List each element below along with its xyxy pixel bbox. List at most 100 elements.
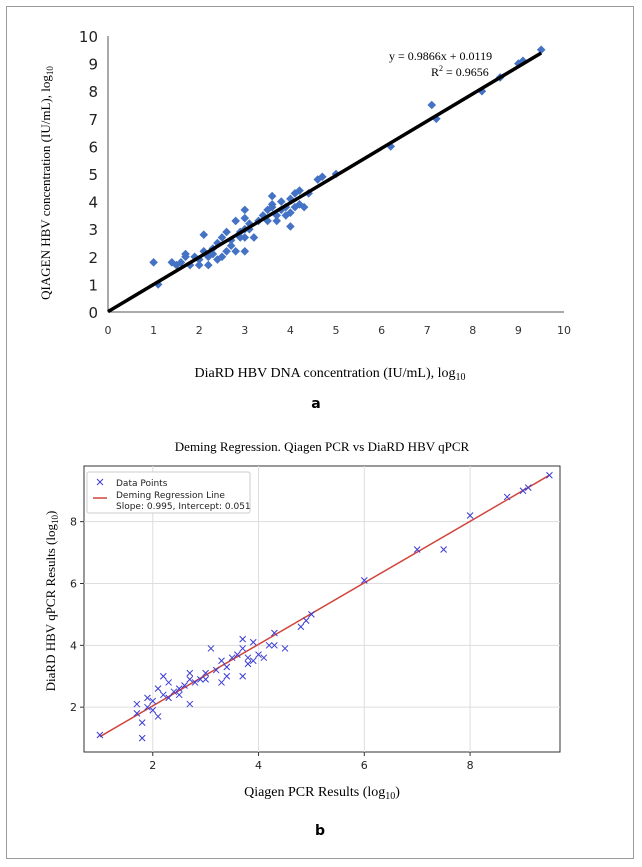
x-tick-label: 6	[378, 324, 385, 337]
data-point	[524, 484, 532, 491]
data-point	[197, 675, 204, 683]
panel-a-y-tick-labels: 0 1 2 3 4 5 6 7 8 9 10	[79, 28, 98, 322]
x-tick-label: 1	[150, 324, 157, 337]
y-tick-label: 9	[88, 56, 98, 74]
data-point	[218, 679, 225, 686]
data-point	[503, 493, 511, 501]
data-point	[175, 691, 183, 699]
data-point	[286, 208, 295, 217]
data-point	[295, 186, 304, 195]
x-tick-label: 2	[196, 324, 203, 337]
panel-b-chart: Deming Regression. Qiagen PCR vs DiaRD H…	[43, 439, 561, 839]
data-point	[176, 258, 186, 267]
data-point	[217, 252, 227, 262]
data-point	[271, 629, 278, 637]
data-point	[265, 641, 273, 649]
panel-b-x-tick-labels: 2 4 6 8	[149, 752, 474, 772]
data-point	[263, 216, 272, 226]
data-point	[212, 666, 220, 674]
data-point	[172, 260, 181, 270]
data-point	[519, 487, 527, 495]
data-point	[186, 675, 194, 683]
data-point	[239, 672, 247, 680]
data-point	[190, 252, 199, 262]
y-tick-label: 3	[88, 221, 98, 239]
y-tick-label: 4	[88, 194, 98, 212]
data-point	[138, 734, 146, 742]
panel-a-label: a	[311, 396, 320, 412]
data-point	[240, 246, 250, 256]
data-point	[272, 216, 282, 226]
data-point	[360, 577, 368, 584]
data-point	[249, 233, 259, 242]
data-point	[281, 645, 289, 652]
x-tick-label: 2	[149, 759, 156, 772]
x-tick-label: 0	[105, 324, 112, 337]
y-tick-label: 8	[88, 83, 98, 101]
data-point	[165, 694, 172, 702]
data-point	[276, 197, 286, 206]
panel-a-regression-line	[107, 51, 543, 314]
data-point	[144, 694, 151, 702]
data-point	[228, 654, 236, 662]
data-point	[239, 645, 247, 652]
data-point	[234, 651, 241, 658]
data-point	[440, 546, 447, 553]
data-point	[202, 675, 209, 683]
x-tick-label: 8	[469, 324, 476, 337]
data-point	[154, 713, 162, 720]
data-point	[133, 700, 141, 708]
data-point	[222, 227, 231, 237]
panel-a-axes	[107, 36, 564, 313]
panel-a-r-squared: R2 = 0.9656	[431, 64, 489, 79]
data-point	[186, 669, 194, 677]
data-point	[308, 611, 315, 618]
y-tick-label: 7	[88, 111, 98, 129]
data-point	[286, 222, 295, 231]
data-point	[302, 617, 310, 624]
panel-a-y-axis-label: QIAGEN HBV concentration (IU/mL), log10	[38, 66, 55, 300]
legend-line-label: Deming Regression Line	[116, 491, 225, 501]
x-tick-label: 8	[467, 759, 474, 772]
panel-a-x-tick-labels: 0 1 2 3 4 5 6 7 8 9 10	[105, 324, 572, 337]
data-point	[223, 663, 231, 671]
panel-a-chart: 0 1 2 3 4 5 6 7 8 9 10 0 1 2 3 4 5 6 7 8 9 10 y = 0.9866x + …	[38, 28, 571, 412]
x-tick-label: 9	[515, 324, 522, 337]
data-point	[226, 235, 236, 245]
data-point	[546, 471, 553, 479]
data-point	[207, 645, 215, 652]
panel-b-y-tick-labels: 2 4 6 8	[70, 516, 84, 714]
data-point	[185, 260, 195, 270]
data-point	[181, 682, 188, 689]
data-point	[263, 205, 272, 215]
y-tick-label: 0	[88, 304, 98, 322]
data-point	[204, 260, 213, 270]
data-point	[223, 672, 231, 680]
data-point	[226, 241, 236, 251]
data-point	[240, 233, 250, 242]
data-point	[96, 731, 104, 739]
data-point	[149, 706, 157, 714]
data-point	[218, 657, 225, 665]
y-tick-label: 6	[88, 138, 98, 156]
data-point	[271, 641, 278, 649]
panel-b-title: Deming Regression. Qiagen PCR vs DiaRD H…	[175, 439, 470, 454]
data-point	[199, 230, 209, 240]
data-point	[318, 172, 327, 182]
panel-b-data-points	[96, 471, 553, 742]
data-point	[191, 679, 199, 686]
x-tick-label: 5	[333, 324, 340, 337]
data-point	[138, 719, 146, 726]
legend-box	[86, 471, 251, 514]
data-point	[231, 246, 240, 256]
panel-a-x-axis-label: DiaRD HBV DNA concentration (IU/mL), log…	[194, 366, 465, 383]
legend-marker-icon	[96, 478, 104, 486]
panel-b-label: b	[315, 823, 325, 839]
data-point	[260, 654, 268, 662]
data-point	[194, 260, 204, 270]
data-point	[249, 638, 257, 646]
x-tick-label: 7	[424, 324, 431, 337]
data-point	[413, 546, 421, 553]
panel-b-regression-line	[99, 474, 550, 738]
y-tick-label: 4	[70, 639, 77, 652]
